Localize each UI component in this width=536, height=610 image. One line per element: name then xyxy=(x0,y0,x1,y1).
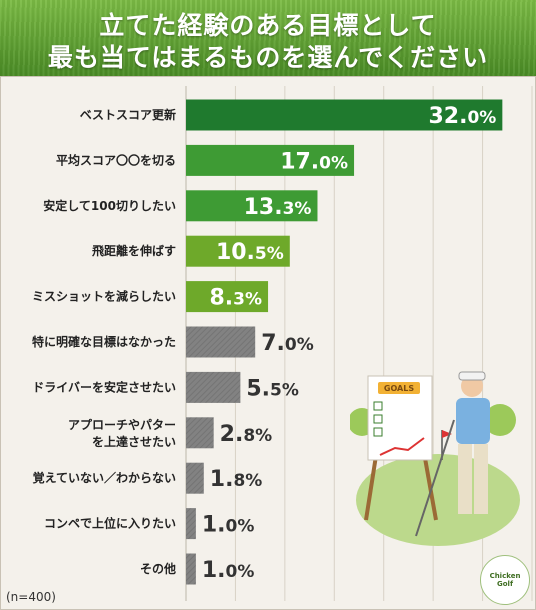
sample-size-note: (n=400) xyxy=(6,590,56,604)
value-label: 13.3% xyxy=(244,195,312,220)
value-label: 1.8% xyxy=(210,467,263,492)
bar xyxy=(186,553,196,585)
bar xyxy=(186,281,269,313)
category-label: 安定して100切りしたい xyxy=(43,198,176,213)
category-label: コンペで上位に入りたい xyxy=(44,516,176,531)
bar xyxy=(186,190,318,222)
goals-label-bg xyxy=(378,382,420,394)
golfer-leg xyxy=(458,444,472,514)
category-label: その他 xyxy=(140,561,176,576)
bar xyxy=(186,417,214,449)
category-label: 平均スコア〇〇を切る xyxy=(56,152,176,167)
category-label: を上達させたい xyxy=(92,434,176,449)
golfer-leg xyxy=(474,444,488,514)
category-label: ドライバーを安定させたい xyxy=(32,379,176,394)
value-label: 5.5% xyxy=(246,376,299,401)
category-label: アプローチやパター xyxy=(68,417,176,432)
value-label: 1.0% xyxy=(202,513,255,538)
golfer-cap xyxy=(458,371,486,381)
brand-logo: Chicken Golf xyxy=(480,555,530,605)
bar xyxy=(186,99,503,131)
trend-arrow-icon xyxy=(379,437,425,456)
logo-line-2: Golf xyxy=(497,580,513,588)
value-label: 8.3% xyxy=(210,286,263,311)
bar xyxy=(186,326,256,358)
header-banner: 立てた経験のある目標として 最も当てはまるものを選んでください xyxy=(0,0,536,76)
checkbox-icon xyxy=(373,414,383,424)
category-label: 覚えていない／わからない xyxy=(33,470,176,485)
flag-icon xyxy=(442,430,452,438)
checkbox-icon xyxy=(373,401,383,411)
category-label: ミスショットを減らしたい xyxy=(32,289,176,304)
bar xyxy=(186,371,241,403)
value-label: 17.0% xyxy=(280,149,348,174)
bar xyxy=(186,235,290,267)
value-label: 1.0% xyxy=(202,558,255,583)
golfer-illustration: GOALS xyxy=(350,371,520,546)
tree-icon xyxy=(484,404,516,436)
checkbox-icon xyxy=(373,427,383,437)
bar xyxy=(186,462,204,494)
logo-line-1: Chicken xyxy=(489,572,521,580)
goals-label: GOALS xyxy=(384,384,414,393)
title-line-1: 立てた経験のある目標として xyxy=(99,11,437,40)
golfer-shirt xyxy=(456,398,490,444)
value-label: 10.5% xyxy=(216,240,284,265)
value-label: 2.8% xyxy=(220,422,273,447)
golf-club xyxy=(415,419,455,537)
title-line-2: 最も当てはまるものを選んでください xyxy=(47,43,489,72)
bar xyxy=(186,144,355,176)
value-label: 32.0% xyxy=(428,104,496,129)
value-label: 7.0% xyxy=(261,331,314,356)
category-label: 特に明確な目標はなかった xyxy=(32,334,176,349)
category-label: ベストスコア更新 xyxy=(80,107,176,122)
bar xyxy=(186,508,196,540)
category-label: 飛距離を伸ばす xyxy=(91,243,176,258)
